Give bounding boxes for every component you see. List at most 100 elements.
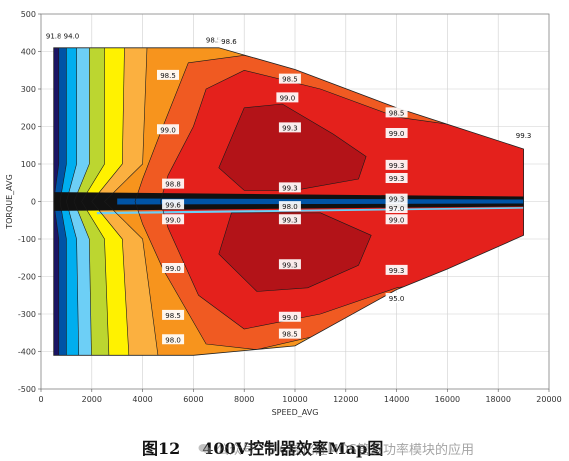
y-tick-label: -300	[18, 310, 36, 319]
contour-label-box	[202, 34, 225, 45]
y-tick-label: 200	[21, 123, 36, 132]
efficiency-band-dark-red-upper-line	[218, 103, 367, 191]
x-tick-label: 14000	[384, 395, 409, 404]
y-tick-label: 0	[31, 198, 36, 207]
caption-figure-number: 图12	[142, 439, 181, 458]
contour-label-box	[385, 128, 408, 138]
contour-label-box	[162, 263, 185, 273]
contour-label: 99.3	[282, 261, 298, 269]
contour-label: 99.3	[282, 216, 298, 224]
contour-label-box	[278, 214, 301, 225]
contour-label: 99.6	[165, 201, 181, 209]
contour-label-box	[217, 36, 240, 47]
contour-label-box	[162, 214, 185, 225]
efficiency-band-yellow-orange-line	[91, 47, 524, 356]
y-tick-label: 100	[21, 160, 36, 169]
efficiency-band-yellow-green-line	[73, 47, 524, 356]
x-axis-title: SPEED_AVG	[272, 408, 319, 417]
contour-label: 98.0	[165, 336, 181, 344]
contour-label-box	[276, 92, 299, 103]
efficiency-band-blue-line	[59, 47, 524, 356]
contour-label-box	[385, 193, 408, 204]
contour-label-box	[385, 159, 408, 170]
contour-label-box	[278, 259, 301, 270]
efficiency-band-orange-line	[104, 47, 524, 356]
efficiency-band-light-blue-line	[66, 47, 524, 356]
contour-label: 98.5	[165, 312, 181, 320]
figure-caption: 图12 400V控制器效率Map图 公众号 · SiC碳化硅MOS管及功率模块的应…	[0, 431, 569, 459]
contour-label-box	[278, 122, 301, 133]
contour-label-box	[162, 199, 185, 210]
x-tick-label: 6000	[183, 395, 203, 404]
contour-label: 98.8	[165, 181, 181, 189]
contour-label-box	[278, 73, 301, 84]
contour-label-box	[385, 293, 408, 303]
wechat-icon	[198, 443, 212, 454]
axis-ticks: 0 2000 4000 6000 8000 10000 12000 14000 16000 180…	[18, 10, 562, 404]
y-tick-label: -200	[18, 273, 36, 282]
contour-label: 99.3	[282, 124, 298, 132]
contour-label: 91.8	[46, 33, 62, 41]
contour-label-box	[157, 124, 179, 135]
y-tick-label: -400	[18, 348, 36, 357]
contour-label-box	[385, 107, 408, 118]
y-tick-label: 400	[21, 48, 36, 57]
zero-torque-core	[117, 198, 524, 205]
contour-line-layer	[53, 47, 524, 356]
contour-label: 98.5	[282, 76, 298, 84]
contour-labels: 91.8 94.0 98.5 98.698.599.098.599.099.398.5…	[42, 30, 535, 345]
contour-label-box	[385, 214, 408, 225]
y-tick-label: -500	[18, 385, 36, 394]
contour-label: 97.0	[389, 205, 405, 213]
contour-label: 99.0	[165, 265, 181, 273]
efficiency-map-chart: 0 2000 4000 6000 8000 10000 12000 14000 16000 180…	[5, 10, 562, 417]
efficiency-band-dark-red-upper	[218, 104, 367, 191]
contour-label-box	[385, 264, 408, 275]
efficiency-band-yellow-line	[81, 47, 524, 356]
x-tick-label: 4000	[132, 395, 152, 404]
contour-label-box	[162, 178, 185, 189]
x-tick-label: 0	[38, 395, 43, 404]
contour-label: 99.3	[282, 184, 298, 192]
contour-label-box	[278, 182, 301, 193]
contour-label: 94.0	[64, 33, 80, 41]
contour-label: 99.3	[389, 175, 405, 183]
x-tick-label: 20000	[536, 395, 561, 404]
contour-label: 99.0	[280, 94, 296, 102]
contour-label: 99.3	[389, 267, 405, 275]
contour-label: 98.5	[160, 72, 176, 80]
efficiency-band-dark-red-lower-line	[218, 212, 372, 292]
contour-label: 99.3	[389, 196, 405, 204]
contour-label: 99.0	[389, 130, 405, 138]
x-tick-label: 16000	[435, 395, 460, 404]
contour-label: 99.0	[160, 126, 176, 134]
x-tick-label: 12000	[333, 395, 358, 404]
caption-title: 图12 400V控制器效率Map图	[142, 435, 383, 459]
contour-label: 98.6	[221, 38, 237, 46]
x-tick-label: 18000	[485, 395, 510, 404]
contour-label-box	[512, 129, 535, 140]
operating-region-outline	[53, 47, 524, 356]
contour-label: 98.5	[206, 36, 222, 44]
efficiency-band-dark-red-lower	[218, 212, 372, 292]
contour-label-box	[278, 201, 301, 212]
contour-label-box	[278, 311, 301, 322]
contour-label-box	[385, 203, 408, 213]
contour-label: 98.5	[389, 109, 405, 117]
contour-label: 98.5	[282, 331, 298, 339]
efficiency-band-deep-blue-line	[53, 47, 524, 356]
contour-label-box	[60, 30, 83, 41]
contour-label: 95.0	[389, 295, 405, 303]
y-axis-title: TORQUE_AVG	[5, 174, 14, 230]
watermark: 公众号 · SiC碳化硅MOS管及功率模块的应用	[198, 439, 474, 458]
x-tick-label: 8000	[234, 395, 254, 404]
contour-label-box	[162, 309, 185, 320]
contour-label: 99.0	[282, 314, 298, 322]
contour-label: 99.0	[165, 216, 181, 224]
y-tick-label: -100	[18, 235, 36, 244]
x-tick-label: 2000	[82, 395, 102, 404]
contour-label: 98.0	[282, 203, 298, 211]
contour-label-box	[278, 328, 301, 339]
y-tick-label: 500	[21, 10, 36, 19]
y-tick-label: 300	[21, 85, 36, 94]
